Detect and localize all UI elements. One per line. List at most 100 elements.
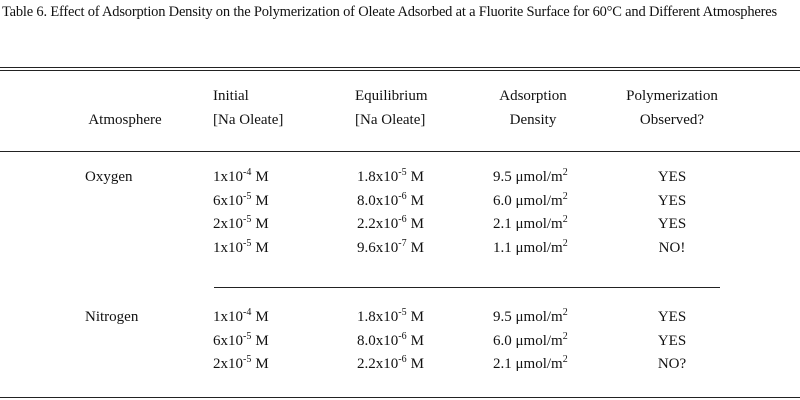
cell: 2.1 μmol/m2 bbox=[493, 215, 568, 233]
cell-base: 9.5 μmol/m bbox=[493, 169, 563, 185]
cell: NO? bbox=[657, 356, 687, 372]
cell-unit: M bbox=[410, 192, 424, 209]
cell-exponent: -6 bbox=[398, 354, 407, 365]
header-cell: Adsorption Density bbox=[499, 84, 567, 132]
cell: YES bbox=[657, 216, 687, 232]
cell-base: 8.0x10 bbox=[357, 332, 399, 349]
cell-unit: M bbox=[255, 239, 269, 256]
header-text: Adsorption bbox=[499, 88, 567, 104]
cell-base: 2x10 bbox=[213, 356, 243, 372]
top-rule bbox=[0, 67, 800, 68]
cell-exponent: 2 bbox=[562, 167, 568, 178]
header-rule bbox=[0, 151, 800, 152]
header-cell: Polymerization Observed? bbox=[626, 84, 718, 132]
cell-unit: M bbox=[410, 356, 424, 372]
cell: YES bbox=[657, 309, 687, 325]
cell-base: 2.2x10 bbox=[357, 216, 399, 232]
group-rule bbox=[214, 287, 720, 288]
cell-base: 6.0 μmol/m bbox=[493, 332, 563, 349]
cell-exponent: 2 bbox=[562, 237, 568, 249]
cell-exponent: 2 bbox=[562, 190, 568, 202]
cell-exponent: -5 bbox=[243, 354, 252, 365]
cell: NO! bbox=[658, 239, 686, 256]
cell: 9.6x10-7 M bbox=[357, 237, 424, 257]
cell-unit: M bbox=[255, 332, 269, 349]
header-text: Initial bbox=[213, 88, 249, 104]
cell-exponent: 2 bbox=[562, 330, 568, 342]
cell: 2x10-5 M bbox=[213, 354, 269, 373]
cell-base: 2x10 bbox=[213, 216, 243, 232]
cell-base: 8.0x10 bbox=[357, 192, 399, 209]
cell-exponent: 2 bbox=[562, 307, 568, 318]
cell-unit: M bbox=[410, 239, 424, 256]
cell-base: 1.8x10 bbox=[357, 309, 399, 325]
cell-exponent: 2 bbox=[562, 354, 568, 365]
cell-base: 1.1 μmol/m bbox=[493, 239, 563, 256]
cell-unit: M bbox=[410, 169, 424, 185]
cell-unit: M bbox=[410, 332, 424, 349]
cell-exponent: -5 bbox=[243, 214, 252, 225]
cell-base: 6x10 bbox=[213, 332, 243, 349]
cell-base: 6.0 μmol/m bbox=[493, 192, 563, 209]
cell-exponent: -4 bbox=[243, 307, 252, 318]
header-cell: Initial [Na Oleate] bbox=[213, 84, 283, 132]
cell: 1.8x10-5 M bbox=[357, 307, 424, 326]
cell-unit: M bbox=[255, 216, 269, 232]
header-text: Observed? bbox=[639, 112, 705, 128]
cell-exponent: -5 bbox=[243, 190, 252, 202]
cell: YES bbox=[657, 192, 687, 209]
cell: 1x10-4 M bbox=[213, 307, 269, 326]
header-cell: Atmosphere bbox=[88, 108, 161, 132]
cell-exponent: -7 bbox=[398, 237, 407, 249]
cell-exponent: -5 bbox=[398, 167, 407, 178]
cell-base: 1x10 bbox=[213, 169, 243, 185]
cell-unit: M bbox=[255, 169, 269, 185]
cell-base: 9.6x10 bbox=[357, 239, 399, 256]
cell: YES bbox=[657, 332, 687, 349]
cell-base: 1.8x10 bbox=[357, 169, 399, 185]
cell: 1.8x10-5 M bbox=[357, 167, 424, 186]
cell-unit: M bbox=[255, 309, 269, 325]
cell-exponent: -5 bbox=[243, 330, 252, 342]
cell-base: 1x10 bbox=[213, 309, 243, 325]
cell-unit: M bbox=[255, 356, 269, 372]
header-text: Atmosphere bbox=[88, 112, 162, 128]
cell-base: 2.2x10 bbox=[357, 356, 399, 372]
cell: 6x10-5 M bbox=[213, 190, 269, 210]
atmosphere: Nitrogen bbox=[85, 309, 139, 325]
cell-exponent: -5 bbox=[398, 307, 407, 318]
table-caption: Table 6. Effect of Adsorption Density on… bbox=[2, 4, 777, 20]
cell: 9.5 μmol/m2 bbox=[493, 167, 568, 186]
cell-unit: M bbox=[255, 192, 269, 209]
header-text: [Na Oleate] bbox=[355, 112, 426, 128]
cell-base: 2.1 μmol/m bbox=[493, 356, 563, 372]
cell: 2.2x10-6 M bbox=[357, 215, 424, 233]
cell-base: 9.5 μmol/m bbox=[493, 309, 563, 325]
header-text: Density bbox=[509, 112, 557, 128]
cell: 1.1 μmol/m2 bbox=[493, 237, 568, 257]
cell-exponent: -6 bbox=[398, 330, 407, 342]
cell-base: 1x10 bbox=[213, 239, 243, 256]
cell: 2.1 μmol/m2 bbox=[493, 354, 568, 373]
cell: 2x10-5 M bbox=[213, 214, 269, 233]
top-rule bbox=[0, 70, 800, 71]
cell: 9.5 μmol/m2 bbox=[493, 307, 568, 326]
header-text: [Na Oleate] bbox=[213, 112, 284, 128]
bottom-rule bbox=[0, 397, 800, 398]
cell: 8.0x10-6 M bbox=[357, 190, 424, 210]
cell: 6.0 μmol/m2 bbox=[493, 190, 568, 210]
cell: 1x10-5 M bbox=[213, 237, 269, 257]
cell: 6.0 μmol/m2 bbox=[493, 330, 568, 350]
cell: YES bbox=[657, 169, 687, 185]
cell-base: 2.1 μmol/m bbox=[493, 216, 563, 232]
cell: 8.0x10-6 M bbox=[357, 330, 424, 350]
cell-unit: M bbox=[410, 309, 424, 325]
cell-base: 6x10 bbox=[213, 192, 243, 209]
cell-exponent: -6 bbox=[398, 190, 407, 202]
header-text: Equilibrium bbox=[355, 88, 428, 104]
cell-exponent: -4 bbox=[243, 167, 252, 178]
cell-exponent: -5 bbox=[243, 237, 252, 249]
cell: 2.2x10-6 M bbox=[357, 354, 424, 373]
cell: 1x10-4 M bbox=[213, 167, 269, 186]
